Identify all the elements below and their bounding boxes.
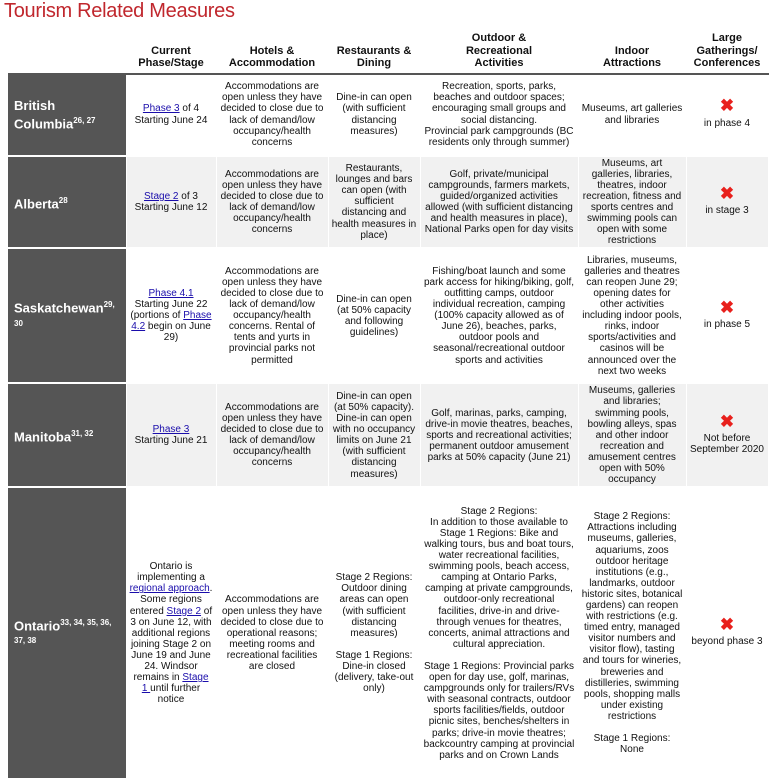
restaurants-cell: Dine-in can open (with sufficient distan… [328,73,421,157]
red-x-icon: ✖ [719,96,735,116]
indoor-cell: Museums, galleries and libraries; swimmi… [578,383,687,489]
province-name: Ontario [14,618,61,634]
page-title: Tourism Related Measures [4,0,235,22]
phase-link[interactable]: Stage 1 [141,672,209,695]
province-cell: Alberta28 [8,155,127,250]
phase-link[interactable]: Phase 4.2 [131,310,212,333]
restaurants-cell: Dine-in can open (at 50% capacity). Dine… [328,383,421,489]
province-name: Saskatchewan [14,300,104,316]
footnote-refs: 29, 30 [14,300,115,328]
hotels-cell: Accommodations are open unless they have… [216,383,329,489]
red-x-icon: ✖ [719,297,735,317]
province-name: Alberta [14,196,59,212]
phase-text: . Some regions entered [129,583,213,617]
footnote-refs: 31, 32 [71,429,94,439]
table-row: Saskatchewan29, 30 Phase 4.1 Starting Jun… [8,248,769,385]
header-province [8,32,126,75]
table-row: Alberta28 Stage 2 of 3 Starting June 12 Ac… [8,155,769,250]
gatherings-text: in phase 4 [703,117,751,129]
phase-text: Starting June 22 (portions of [130,299,208,322]
gatherings-text: in stage 3 [705,204,749,216]
phase-link[interactable]: Phase 3 [142,103,180,115]
phase-text: of 3 on June 12, with additional regions… [130,605,213,684]
indoor-cell: Libraries, museums, galleries and theatr… [578,248,687,385]
phase-link[interactable]: Phase 3 [152,424,190,436]
table-row: British Columbia26, 27 Phase 3 of 4 Start… [8,73,769,157]
phase-text: until further notice [150,683,201,706]
red-x-icon: ✖ [719,615,735,635]
phase-text: of 4 Starting June 24 [134,103,208,126]
phase-link[interactable]: Stage 2 [144,190,179,202]
phase-cell: Phase 3 of 4 Starting June 24 [126,73,217,157]
province-name: Manitoba [14,429,72,445]
table-row: Ontario33, 34, 35, 36, 37, 38 Ontario is … [8,487,769,780]
phase-link[interactable]: Stage 2 [166,605,202,617]
phase-text: of 3 Starting June 12 [134,190,208,213]
restaurants-cell: Restaurants, lounges and bars can open (… [328,155,421,250]
phase-cell: Stage 2 of 3 Starting June 12 [126,155,217,250]
phase-cell: Ontario is implementing a regional appro… [126,487,217,780]
phase-cell: Phase 3 Starting June 21 [126,383,217,489]
header-outdoor: Outdoor & Recreational Activities [420,32,578,75]
phase-link[interactable]: regional approach [129,583,210,595]
table-row: Manitoba31, 32 Phase 3 Starting June 21 Ac… [8,383,769,489]
restaurants-cell: Stage 2 Regions: Outdoor dining areas ca… [328,487,421,780]
footnote-refs: 28 [58,195,68,205]
gatherings-text: beyond phase 3 [691,636,763,648]
phase-link[interactable]: Phase 4.1 [148,288,194,300]
header-phase: Current Phase/Stage [126,32,216,75]
tourism-measures-table: Current Phase/Stage Hotels & Accommodati… [8,32,769,780]
province-cell: Ontario33, 34, 35, 36, 37, 38 [8,487,127,780]
outdoor-cell: Golf, marinas, parks, camping, drive-in … [420,383,579,489]
province-cell: British Columbia26, 27 [8,73,127,157]
hotels-cell: Accommodations are open unless they have… [216,248,329,385]
province-cell: Manitoba31, 32 [8,383,127,489]
outdoor-cell: Golf, private/municipal campgrounds, far… [420,155,579,250]
red-x-icon: ✖ [719,183,735,203]
header-restaurants: Restaurants & Dining [328,32,420,75]
province-name: British Columbia [14,97,74,132]
footnote-refs: 33, 34, 35, 36, 37, 38 [14,617,112,646]
gatherings-cell: ✖ in phase 4 [686,73,769,157]
gatherings-text: Not before September 2020 [690,432,764,455]
province-cell: Saskatchewan29, 30 [8,248,127,385]
header-gatherings: Large Gatherings/ Conferences [686,32,768,75]
gatherings-cell: ✖ beyond phase 3 [686,487,769,780]
outdoor-cell: Stage 2 Regions: In addition to those av… [420,487,579,780]
restaurants-cell: Dine-in can open (at 50% capacity and fo… [328,248,421,385]
footnote-refs: 26, 27 [73,115,96,125]
gatherings-cell: ✖ in phase 5 [686,248,769,385]
indoor-cell: Museums, art galleries, libraries, theat… [578,155,687,250]
phase-cell: Phase 4.1 Starting June 22 (portions of … [126,248,217,385]
outdoor-cell: Fishing/boat launch and some park access… [420,248,579,385]
outdoor-cell: Recreation, sports, parks, beaches and o… [420,73,579,157]
header-indoor: Indoor Attractions [578,32,686,75]
header-row: Current Phase/Stage Hotels & Accommodati… [8,32,768,75]
indoor-cell: Stage 2 Regions: Attractions including m… [578,487,687,780]
indoor-cell: Museums, art galleries and libraries [578,73,687,157]
red-x-icon: ✖ [719,411,735,431]
gatherings-cell: ✖ Not before September 2020 [686,383,769,489]
gatherings-cell: ✖ in stage 3 [686,155,769,250]
phase-text: Ontario is implementing a [137,561,205,584]
hotels-cell: Accommodations are open unless they have… [216,155,329,250]
phase-text: begin on June 29) [145,321,211,344]
hotels-cell: Accommodations are open unless they have… [216,487,329,780]
header-hotels: Hotels & Accommodation [216,32,328,75]
hotels-cell: Accommodations are open unless they have… [216,73,329,157]
gatherings-text: in phase 5 [703,318,751,330]
phase-text: Starting June 21 [134,435,208,447]
